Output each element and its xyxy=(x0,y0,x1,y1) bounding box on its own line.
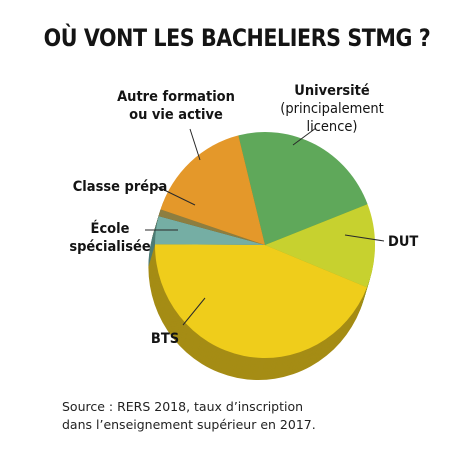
slice-label-2-line-0: BTS xyxy=(151,331,179,347)
slice-label-5-line-1: ou vie active xyxy=(129,107,223,123)
leader-line-5 xyxy=(189,128,201,161)
slice-label-2: BTS xyxy=(151,331,179,347)
chart-title: OÙ VONT LES BACHELIERS STMG ? xyxy=(43,24,431,52)
pie-slice-0 xyxy=(238,132,368,245)
slice-label-3-line-1: spécialisée xyxy=(69,239,151,255)
slice-label-0-line-1: (principalement xyxy=(280,101,383,117)
slice-label-3: École spécialisée xyxy=(69,220,151,255)
pie-slices xyxy=(155,132,375,359)
pie-slice-1 xyxy=(265,204,375,288)
slice-label-4: Classe prépa xyxy=(73,179,168,195)
slice-label-5: Autre formation ou vie active xyxy=(117,89,235,123)
slice-label-4-line-0: Classe prépa xyxy=(73,179,168,195)
source-note: Source : RERS 2018, taux d’inscription d… xyxy=(62,398,442,434)
slice-label-0: Université (principalement licence) xyxy=(280,83,383,135)
slice-label-0-line-2: licence) xyxy=(306,119,357,135)
leader-line-1 xyxy=(344,234,385,242)
slice-label-5-line-0: Autre formation xyxy=(117,89,235,105)
leader-line-0 xyxy=(292,127,317,146)
leader-line-2 xyxy=(182,297,206,326)
slice-labels: Université (principalement licence) DUT BTS É… xyxy=(69,83,418,347)
slice-label-1-line-0: DUT xyxy=(388,234,418,250)
slice-label-3-line-0: École xyxy=(91,220,130,237)
slice-label-0-line-0: Université xyxy=(294,83,370,99)
leader-line-4 xyxy=(157,186,196,206)
pie-slice-4 xyxy=(158,209,265,245)
pie-slice-5 xyxy=(160,135,265,245)
pie-slice-3 xyxy=(155,216,265,245)
pie-slice-2 xyxy=(155,244,367,359)
leader-lines xyxy=(145,127,385,326)
source-line-1: Source : RERS 2018, taux d’inscription xyxy=(62,399,304,414)
source-line-2: dans l’enseignement supérieur en 2017. xyxy=(62,417,316,432)
slice-label-1: DUT xyxy=(388,234,418,250)
